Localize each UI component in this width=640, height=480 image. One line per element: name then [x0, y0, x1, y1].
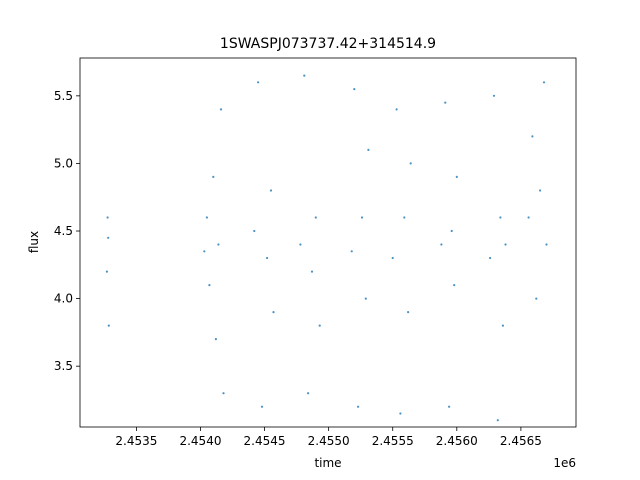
- chart-title: 1SWASPJ073737.42+314514.9: [220, 36, 436, 52]
- data-point: [531, 135, 534, 138]
- data-point: [357, 405, 360, 408]
- data-point: [318, 324, 321, 327]
- data-point: [453, 284, 456, 287]
- x-tick-label: 2.4555: [372, 434, 414, 448]
- x-axis-label: time: [314, 456, 341, 470]
- data-point: [222, 392, 225, 395]
- data-point: [535, 297, 538, 300]
- data-point: [353, 88, 356, 91]
- data-point: [105, 270, 108, 273]
- data-point: [489, 256, 492, 260]
- y-tick-label: 4.0: [54, 292, 73, 306]
- data-point: [212, 175, 215, 178]
- y-tick-label: 5.0: [54, 156, 73, 170]
- y-tick-label: 3.5: [54, 359, 73, 373]
- data-point: [364, 297, 367, 300]
- data-point: [107, 236, 110, 239]
- x-axis-offset-label: 1e6: [553, 456, 576, 470]
- data-point: [260, 405, 264, 408]
- data-point: [303, 74, 306, 77]
- data-point: [391, 256, 394, 260]
- data-point: [504, 243, 507, 246]
- data-point: [219, 108, 223, 111]
- data-point: [214, 338, 217, 341]
- data-point: [527, 216, 530, 219]
- data-point: [203, 250, 206, 253]
- data-point: [310, 270, 314, 273]
- plot-frame: [79, 57, 577, 428]
- data-point: [367, 148, 370, 151]
- data-point: [107, 324, 110, 327]
- y-axis: 3.5 4.0 4.5 5.0 5.5: [54, 89, 80, 373]
- x-tick-label: 2.4560: [436, 434, 478, 448]
- data-point: [450, 229, 453, 233]
- data-point: [266, 256, 269, 260]
- data-point: [499, 216, 502, 219]
- data-point: [440, 243, 443, 246]
- data-point: [409, 162, 412, 165]
- data-point: [399, 412, 402, 415]
- data-points: [105, 74, 548, 422]
- data-point: [253, 229, 256, 233]
- data-point: [314, 216, 317, 219]
- x-tick-label: 2.4545: [244, 434, 286, 448]
- y-tick-label: 5.5: [54, 89, 73, 103]
- data-point: [542, 81, 546, 84]
- data-point: [444, 101, 447, 104]
- data-point: [208, 284, 211, 287]
- data-point: [217, 243, 220, 246]
- data-point: [106, 216, 109, 219]
- data-point: [307, 392, 310, 395]
- data-point: [492, 94, 496, 97]
- x-tick-label: 2.4550: [308, 434, 350, 448]
- y-axis-label: flux: [27, 231, 41, 253]
- data-point: [539, 189, 542, 192]
- data-point: [496, 419, 499, 422]
- x-tick-label: 2.4565: [500, 434, 542, 448]
- data-point: [407, 311, 410, 314]
- y-tick-label: 4.5: [54, 224, 73, 238]
- data-point: [501, 324, 504, 327]
- x-tick-label: 2.4540: [179, 434, 221, 448]
- data-point: [272, 311, 275, 314]
- data-point: [350, 250, 353, 253]
- data-point: [269, 189, 273, 192]
- x-axis: 2.4535 2.4540 2.4545 2.4550 2.4555 2.4560 2.45…: [115, 427, 542, 448]
- data-point: [299, 243, 302, 246]
- data-point: [455, 175, 458, 178]
- data-point: [360, 216, 364, 219]
- data-point: [205, 216, 208, 219]
- data-point: [403, 216, 406, 219]
- data-point: [257, 81, 260, 84]
- x-tick-label: 2.4535: [115, 434, 157, 448]
- data-point: [395, 108, 398, 111]
- data-point: [545, 243, 548, 246]
- data-point: [448, 405, 451, 408]
